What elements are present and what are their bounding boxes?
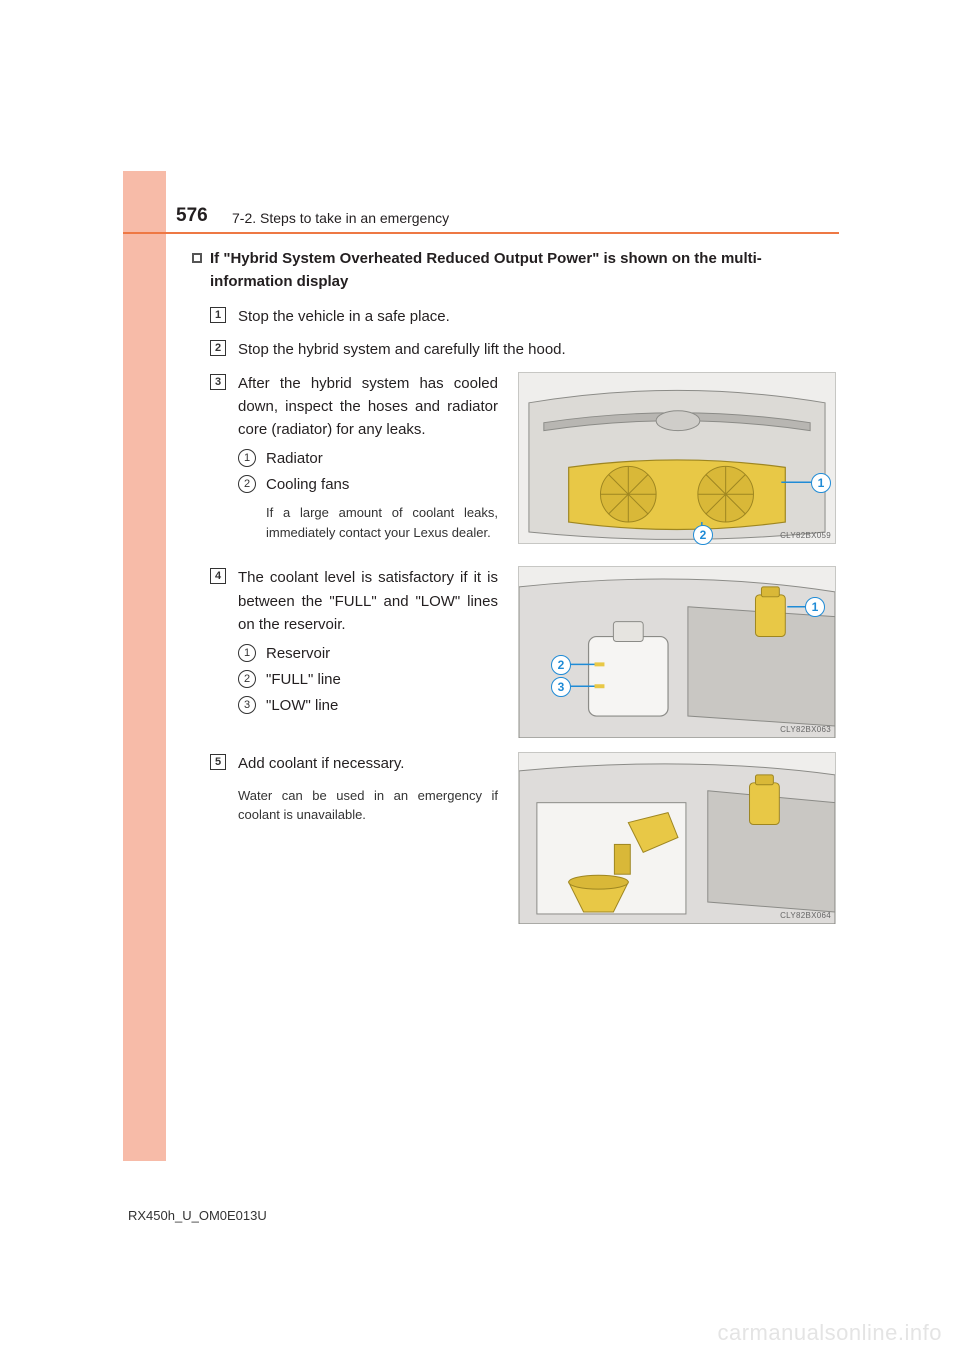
step-1: 1 Stop the vehicle in a safe place. <box>210 305 836 328</box>
step-4: 4 The coolant level is satisfactory if i… <box>210 566 498 714</box>
legend-item: 1 Reservoir <box>238 644 498 662</box>
figure-code: CLY82BX059 <box>780 531 831 540</box>
legend-item: 2 "FULL" line <box>238 670 498 688</box>
legend-item: 1 Radiator <box>238 449 498 467</box>
legend-label: Radiator <box>266 450 323 467</box>
figure-reservoir: 1 2 3 CLY82BX063 <box>518 566 836 738</box>
legend-label: "FULL" line <box>266 671 341 688</box>
square-bullet-icon <box>192 253 202 263</box>
step-note: If a large amount of coolant leaks, imme… <box>266 503 498 542</box>
reservoir-illustration <box>519 567 835 738</box>
engine-bay-illustration <box>519 373 835 544</box>
header-rule <box>123 232 839 234</box>
callout-2: 2 <box>693 525 713 545</box>
step-text: After the hybrid system has cooled down,… <box>238 372 498 442</box>
step-number-box: 4 <box>210 568 226 584</box>
chapter-title: 7-2. Steps to take in an emergency <box>232 210 449 226</box>
step-text: The coolant level is satisfactory if it … <box>238 566 498 636</box>
legend-label: Cooling fans <box>266 476 349 493</box>
section-subhead: If "Hybrid System Overheated Reduced Out… <box>192 248 836 293</box>
step-number-box: 5 <box>210 754 226 770</box>
step-number-box: 3 <box>210 374 226 390</box>
circled-number-icon: 3 <box>238 696 256 714</box>
step-text: Stop the hybrid system and carefully lif… <box>238 338 836 361</box>
step-2: 2 Stop the hybrid system and carefully l… <box>210 338 836 361</box>
figure-add-coolant: CLY82BX064 <box>518 752 836 924</box>
step-number-box: 1 <box>210 307 226 323</box>
step-note: Water can be used in an emergency if coo… <box>238 786 498 825</box>
step-5-block: 5 Add coolant if necessary. Water can be… <box>210 752 836 924</box>
legend-label: "LOW" line <box>266 697 338 714</box>
step-5: 5 Add coolant if necessary. Water can be… <box>210 752 498 824</box>
circled-number-icon: 1 <box>238 644 256 662</box>
step-3: 3 After the hybrid system has cooled dow… <box>210 372 498 543</box>
page-number: 576 <box>176 205 208 227</box>
subhead-text: If "Hybrid System Overheated Reduced Out… <box>210 248 836 293</box>
callout-1: 1 <box>811 473 831 493</box>
watermark: carmanualsonline.info <box>717 1320 942 1346</box>
circled-number-icon: 2 <box>238 670 256 688</box>
step-3-block: 3 After the hybrid system has cooled dow… <box>210 372 836 553</box>
legend-item: 3 "LOW" line <box>238 696 498 714</box>
figure-radiator: 1 2 CLY82BX059 <box>518 372 836 544</box>
legend-label: Reservoir <box>266 645 330 662</box>
side-tab <box>123 171 166 1161</box>
circled-number-icon: 1 <box>238 449 256 467</box>
document-id: RX450h_U_OM0E013U <box>128 1208 267 1223</box>
main-content: If "Hybrid System Overheated Reduced Out… <box>192 248 836 938</box>
figure-code: CLY82BX063 <box>780 725 831 734</box>
step-4-block: 4 The coolant level is satisfactory if i… <box>210 566 836 738</box>
circled-number-icon: 2 <box>238 475 256 493</box>
figure-code: CLY82BX064 <box>780 911 831 920</box>
step-number-box: 2 <box>210 340 226 356</box>
step-text: Stop the vehicle in a safe place. <box>238 305 836 328</box>
legend-item: 2 Cooling fans <box>238 475 498 493</box>
step-text: Add coolant if necessary. <box>238 752 498 775</box>
pouring-illustration <box>519 753 835 924</box>
